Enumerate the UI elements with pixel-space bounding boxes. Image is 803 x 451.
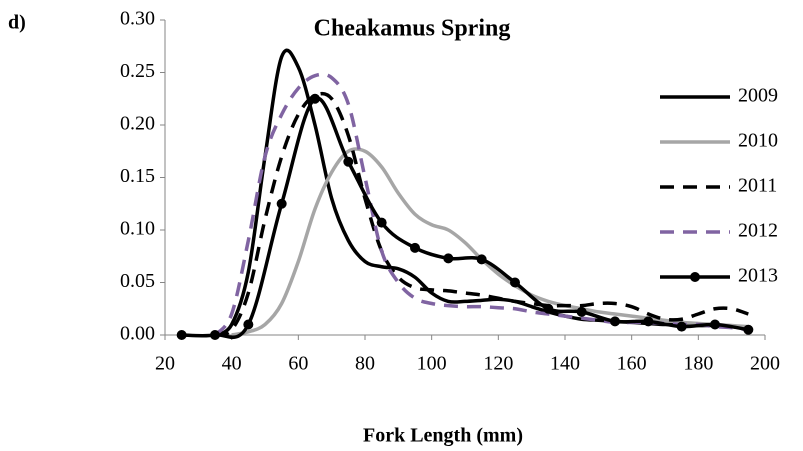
legend-label: 2013 [738,265,778,287]
y-tick-label: 0.25 [120,60,155,82]
legend-label: 2011 [738,175,777,197]
series-marker [576,306,587,317]
series-marker [710,319,720,330]
series-marker [543,303,554,314]
y-tick-label: 0.05 [120,270,155,292]
series-marker [310,93,320,104]
panel-label: d) [8,12,26,34]
series-marker [376,217,387,228]
series-line [231,147,749,337]
legend-marker [690,272,700,282]
x-tick-label: 140 [550,353,580,375]
series-marker [610,316,620,327]
series-marker [443,253,454,264]
series-marker [676,321,687,332]
legend-label: 2009 [738,85,778,107]
x-tick-label: 20 [155,353,175,375]
series-marker [510,277,520,288]
chart-title: Cheakamus Spring [314,16,511,42]
series-line [214,91,749,337]
series-marker [476,254,487,265]
legend-label: 2012 [738,220,778,242]
x-tick-label: 160 [617,353,647,375]
x-axis-label: Fork Length (mm) [363,425,523,447]
x-tick-label: 60 [288,353,308,375]
x-tick-label: 80 [355,353,375,375]
x-tick-label: 200 [750,353,780,375]
y-tick-label: 0.20 [120,113,155,135]
y-tick-label: 0.10 [120,218,155,240]
series-marker [210,330,220,340]
series-marker [643,316,654,327]
legend-label: 2010 [738,130,778,152]
series-line [213,72,749,337]
series-marker [743,324,754,335]
series-marker [176,330,187,340]
series-marker [343,156,354,167]
y-tick-label: 0.30 [120,8,155,30]
series-marker [243,319,254,330]
x-tick-label: 40 [222,353,242,375]
series-marker [276,198,287,209]
series-marker [410,242,420,253]
x-tick-label: 120 [483,353,513,375]
x-tick-label: 180 [683,353,713,375]
x-tick-label: 100 [417,353,447,375]
y-tick-label: 0.15 [120,165,155,187]
y-tick-label: 0.00 [120,323,155,345]
